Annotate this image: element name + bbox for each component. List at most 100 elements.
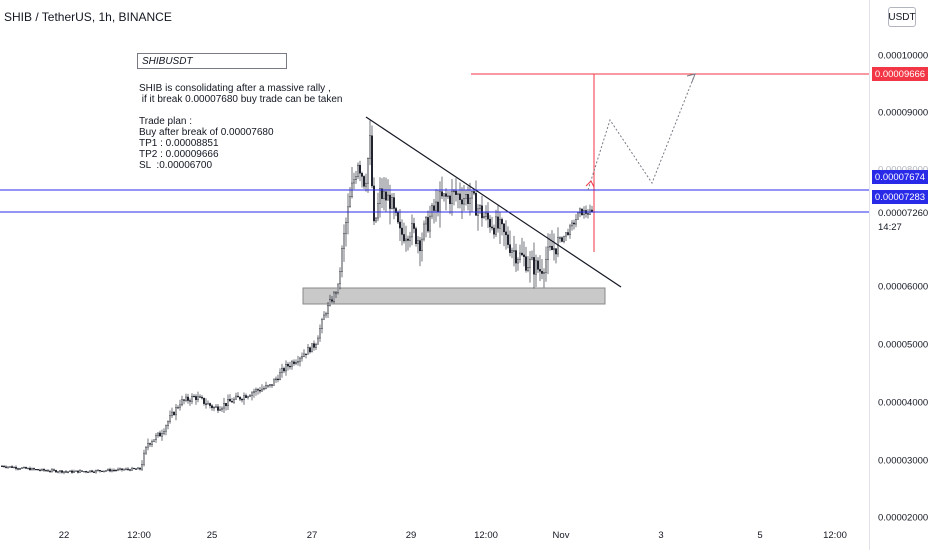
candle-body <box>553 248 555 251</box>
candle-body <box>427 217 429 232</box>
candle-body <box>133 467 135 470</box>
candle-body <box>123 469 125 471</box>
candle-body <box>469 197 471 204</box>
candle-body <box>139 467 141 470</box>
candle-body <box>509 244 511 253</box>
candle-body <box>157 432 159 436</box>
candle-body <box>163 430 165 434</box>
candle-body <box>93 471 95 473</box>
candle-body <box>289 365 291 368</box>
projected-path[interactable] <box>587 73 696 191</box>
candle-body <box>505 231 507 236</box>
candle-body <box>459 193 461 200</box>
candle-body <box>55 470 57 473</box>
candle-body <box>323 314 325 320</box>
candle-body <box>347 206 349 223</box>
y-tick: 0.00010000 <box>878 50 929 62</box>
candle-body <box>343 233 345 249</box>
symbol-label-box[interactable]: SHIBUSDT <box>137 53 287 69</box>
support-zone[interactable] <box>302 287 606 305</box>
candle-body <box>319 328 321 339</box>
candle-body <box>29 467 31 471</box>
candle-body <box>419 240 421 252</box>
y-tick: 0.00009000 <box>878 107 929 119</box>
candle-body <box>413 223 415 229</box>
candle-body <box>441 191 443 197</box>
candle-body <box>395 208 397 213</box>
candle-body <box>75 470 77 472</box>
candle-body <box>285 364 287 372</box>
candle-body <box>15 466 17 469</box>
candle-body <box>281 368 283 373</box>
candle-body <box>263 388 265 390</box>
candle-body <box>107 469 109 471</box>
candle-body <box>449 195 451 204</box>
candle-body <box>431 205 433 217</box>
candle-body <box>201 396 203 399</box>
candle-body <box>241 399 243 401</box>
candle-body <box>189 400 191 402</box>
candle-body <box>359 164 361 174</box>
x-tick: 5 <box>757 530 763 541</box>
candle-body <box>471 191 473 199</box>
note-line: TP2 : 0.00009666 <box>139 149 219 160</box>
candle-body <box>303 353 305 357</box>
candle-body <box>485 212 487 217</box>
candle-body <box>407 238 409 241</box>
candle-body <box>297 361 299 363</box>
currency-button[interactable]: USDT <box>888 7 916 27</box>
candle-body <box>531 257 533 260</box>
candle-body <box>473 191 475 194</box>
candle-body <box>199 396 201 398</box>
candle-body <box>243 395 245 400</box>
x-tick: 12:00 <box>474 530 498 541</box>
candle-body <box>577 212 579 220</box>
candle-body <box>311 343 313 353</box>
candle-body <box>435 201 437 211</box>
candle-body <box>13 466 15 469</box>
candle-body <box>591 209 593 212</box>
current-price-label: 0.00007260 <box>878 208 929 219</box>
candle-body <box>77 470 79 473</box>
descending-trendline[interactable] <box>365 116 622 288</box>
candle-body <box>119 468 121 470</box>
candle-body <box>301 356 303 359</box>
candle-body <box>363 176 365 187</box>
candle-body <box>209 403 211 406</box>
candle-body <box>423 223 425 240</box>
candle-body <box>49 470 51 473</box>
candle-body <box>99 470 101 472</box>
candle-body <box>137 467 139 470</box>
candle-body <box>475 193 477 216</box>
candle-body <box>97 470 99 472</box>
candle-body <box>85 471 87 473</box>
candle-body <box>95 470 97 473</box>
candle-body <box>483 216 485 219</box>
candle-body <box>211 405 213 409</box>
candle-body <box>79 470 81 473</box>
candle-body <box>541 270 543 274</box>
candle-body <box>101 470 103 472</box>
candle-body <box>121 468 123 471</box>
candle-body <box>535 260 537 275</box>
candle-body <box>255 389 257 392</box>
candle-body <box>23 467 25 469</box>
candle-body <box>525 256 527 271</box>
candle-body <box>511 250 513 253</box>
x-tick: 29 <box>405 530 417 541</box>
candle-body <box>129 469 131 471</box>
candle-body <box>173 411 175 416</box>
y-tick: 0.00005000 <box>878 339 929 351</box>
candle-body <box>249 395 251 397</box>
candle-body <box>193 395 195 398</box>
trade-plan-note[interactable]: SHIB is consolidating after a massive ra… <box>139 83 342 171</box>
candle-body <box>147 443 149 448</box>
candle-body <box>213 407 215 409</box>
candle-body <box>165 425 167 432</box>
candle-body <box>113 469 115 472</box>
candle-body <box>387 194 389 201</box>
candle-body <box>533 257 535 275</box>
candle-body <box>81 470 83 472</box>
candle-body <box>153 439 155 442</box>
